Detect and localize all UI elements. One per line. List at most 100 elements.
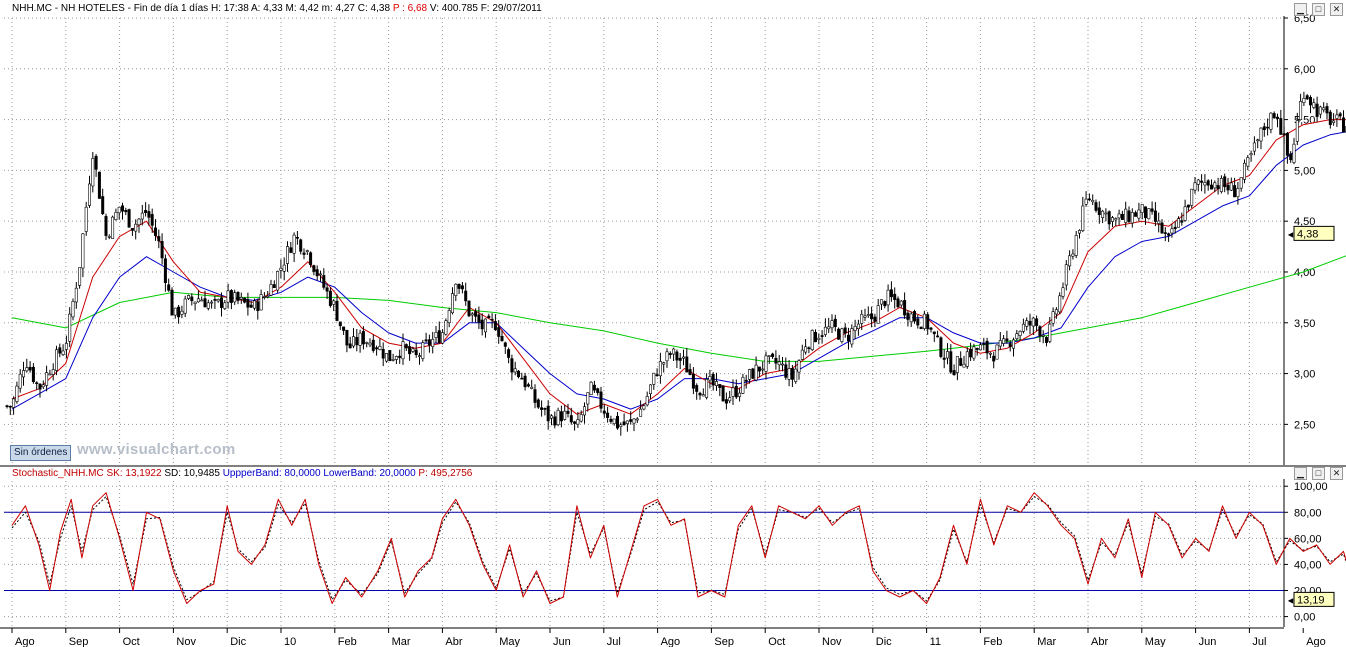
candle-body — [54, 349, 58, 371]
candle-body — [810, 330, 814, 350]
candle-body — [1048, 323, 1052, 342]
candle-body — [259, 294, 263, 311]
candle-body — [351, 336, 355, 347]
candle-body — [1021, 323, 1025, 332]
candle-body — [394, 356, 398, 360]
candle-body — [490, 318, 494, 321]
candle-body — [582, 406, 586, 416]
candle-body — [975, 347, 979, 350]
candle-body — [939, 337, 943, 357]
candle-body — [358, 332, 362, 346]
candle-body — [1015, 333, 1019, 339]
candle-body — [1144, 206, 1148, 219]
candle-body — [378, 345, 382, 350]
candle-body — [1097, 207, 1101, 216]
candle-body — [672, 348, 676, 355]
candle-body — [1153, 210, 1157, 222]
minimize-icon[interactable]: ▁ — [1294, 467, 1307, 480]
candle-body — [328, 290, 332, 306]
candle-body — [695, 385, 699, 392]
y-tick-label: 6,50 — [1294, 13, 1315, 25]
candle-body — [1196, 179, 1200, 185]
candle-body — [35, 382, 39, 385]
candle-body — [899, 300, 903, 306]
candle-body — [757, 366, 761, 372]
panel-background — [0, 16, 1346, 465]
candle-body — [761, 368, 765, 371]
candle-body — [1064, 264, 1068, 286]
candle-body — [625, 420, 629, 424]
candle-body — [896, 298, 900, 308]
candle-body — [203, 298, 207, 308]
candle-body — [675, 351, 679, 361]
candle-body — [553, 416, 557, 426]
candle-body — [206, 302, 210, 309]
candle-body — [269, 284, 273, 296]
candle-body — [936, 335, 940, 338]
candle-body — [127, 209, 131, 228]
candle-body — [1068, 255, 1072, 267]
candle-body — [1193, 182, 1197, 191]
close-icon[interactable]: ✕ — [1330, 467, 1343, 480]
candle-body — [114, 212, 118, 220]
candle-body — [903, 300, 907, 316]
candle-body — [969, 348, 973, 358]
candle-body — [820, 335, 824, 337]
candle-body — [998, 340, 1002, 347]
x-tick-label: Sep — [714, 636, 734, 647]
candle-body — [823, 326, 827, 335]
candle-body — [104, 216, 108, 236]
candle-body — [170, 289, 174, 316]
candle-body — [68, 313, 72, 342]
candle-body — [955, 356, 959, 373]
volume-value: V: 400.785 — [429, 3, 478, 14]
candle-body — [177, 306, 181, 318]
x-tick-label: Sep — [69, 636, 89, 647]
maximize-icon[interactable]: □ — [1312, 3, 1325, 16]
candle-body — [1120, 214, 1124, 220]
candle-body — [523, 375, 527, 388]
last-value-label: 4,38 — [1297, 228, 1318, 240]
candle-body — [38, 383, 42, 390]
candle-body — [493, 321, 497, 330]
candle-body — [916, 318, 920, 326]
candle-body — [41, 384, 45, 388]
candle-body — [1163, 232, 1167, 234]
orders-button[interactable]: Sin órdenes — [10, 445, 72, 461]
candle-body — [213, 299, 217, 301]
minimize-icon[interactable]: ▁ — [1294, 3, 1307, 16]
candle-body — [289, 247, 293, 253]
candle-body — [457, 283, 461, 289]
candle-body — [639, 408, 643, 417]
maximize-icon[interactable]: □ — [1312, 467, 1325, 480]
candle-body — [200, 299, 204, 302]
candle-body — [262, 296, 266, 298]
candle-body — [503, 342, 507, 347]
candle-body — [12, 398, 16, 408]
candle-body — [1206, 180, 1210, 186]
candle-body — [111, 216, 115, 239]
candle-body — [447, 310, 451, 323]
candle-body — [464, 290, 468, 302]
candle-body — [467, 300, 471, 317]
close-icon[interactable]: ✕ — [1330, 3, 1343, 16]
candle-body — [592, 384, 596, 391]
candle-body — [1180, 220, 1184, 223]
candle-body — [18, 373, 22, 389]
x-tick-label: Jun — [1199, 636, 1217, 647]
candle-body — [1233, 185, 1237, 198]
candle-body — [635, 418, 639, 421]
symbol: NHH.MC — [12, 3, 52, 14]
candle-body — [1147, 208, 1151, 220]
max-value: M: 4,42 — [285, 3, 319, 14]
candle-body — [1061, 287, 1065, 297]
panel-background — [0, 479, 1346, 627]
last-value-pointer: ◄ — [1286, 229, 1295, 239]
candle-body — [1111, 217, 1115, 222]
candle-body — [744, 379, 748, 382]
candle-body — [586, 392, 590, 405]
candle-body — [233, 292, 237, 303]
candle-body — [1117, 213, 1121, 219]
open-value: A: 4,33 — [251, 3, 283, 14]
candle-body — [1272, 113, 1276, 119]
